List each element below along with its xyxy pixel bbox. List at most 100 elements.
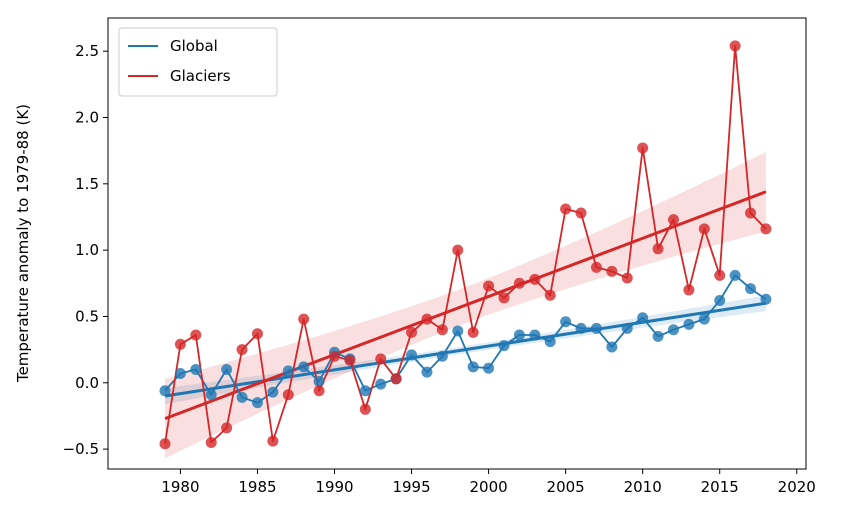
global-point xyxy=(683,318,695,330)
global-point xyxy=(560,316,572,328)
global-point xyxy=(406,349,418,361)
global-series-line xyxy=(164,274,767,404)
y-axis: −0.5 0.0 0.5 1.0 1.5 2.0 2.5 xyxy=(63,42,108,458)
glaciers-point xyxy=(406,326,418,338)
glaciers-point xyxy=(359,403,371,415)
glaciers-point xyxy=(483,280,495,292)
glaciers-point xyxy=(344,354,356,366)
glaciers-point xyxy=(298,313,310,325)
glaciers-point xyxy=(606,265,618,277)
global-point xyxy=(251,397,263,409)
glaciers-point xyxy=(652,243,664,255)
x-tick-label: 2005 xyxy=(547,478,585,496)
global-point xyxy=(575,322,587,334)
global-point xyxy=(590,322,602,334)
global-point xyxy=(159,385,171,397)
trend-lines xyxy=(164,190,767,420)
global-point xyxy=(621,322,633,334)
glaciers-point xyxy=(683,284,695,296)
global-point xyxy=(436,350,448,362)
glaciers-point xyxy=(436,324,448,336)
global-point xyxy=(313,375,325,387)
glaciers-point xyxy=(267,435,279,447)
y-tick-label: 1.5 xyxy=(75,175,99,193)
y-tick-label: 1.0 xyxy=(75,241,99,259)
glaciers-point xyxy=(544,289,556,301)
glaciers-point xyxy=(560,203,572,215)
glaciers-point xyxy=(390,373,402,385)
glaciers-point xyxy=(205,436,217,448)
glaciers-point xyxy=(714,269,726,281)
global-point xyxy=(421,366,433,378)
glaciers-point xyxy=(467,326,479,338)
x-tick-label: 1980 xyxy=(161,478,199,496)
glaciers-point xyxy=(621,272,633,284)
global-point xyxy=(190,364,202,376)
legend: Global Glaciers xyxy=(118,27,278,97)
y-tick-label: 0.5 xyxy=(75,307,99,325)
glaciers-trend-line xyxy=(164,190,767,420)
global-point xyxy=(498,340,510,352)
glaciers-series-line xyxy=(164,45,767,444)
y-tick-label: −0.5 xyxy=(63,440,99,458)
global-point xyxy=(375,378,387,390)
global-point xyxy=(467,361,479,373)
glaciers-point xyxy=(421,313,433,325)
global-point xyxy=(544,336,556,348)
global-point xyxy=(652,330,664,342)
global-point xyxy=(298,361,310,373)
glaciers-point xyxy=(513,277,525,289)
global-point xyxy=(606,341,618,353)
x-tick-label: 1995 xyxy=(392,478,430,496)
global-point xyxy=(174,367,186,379)
global-point xyxy=(667,324,679,336)
x-tick-label: 2015 xyxy=(701,478,739,496)
glaciers-point xyxy=(637,142,649,154)
legend-global-label: Global xyxy=(170,37,218,55)
global-point xyxy=(205,389,217,401)
global-point xyxy=(513,329,525,341)
y-tick-label: 0.0 xyxy=(75,374,99,392)
global-point xyxy=(221,364,233,376)
glaciers-point xyxy=(313,385,325,397)
glaciers-point xyxy=(729,40,741,52)
glaciers-point xyxy=(452,244,464,256)
x-tick-label: 2000 xyxy=(469,478,507,496)
global-point xyxy=(483,362,495,374)
global-point xyxy=(760,293,772,305)
global-point xyxy=(236,391,248,403)
x-tick-label: 1990 xyxy=(315,478,353,496)
y-tick-label: 2.5 xyxy=(75,42,99,60)
glaciers-point xyxy=(667,214,679,226)
plot-frame xyxy=(107,17,807,470)
x-tick-label: 1985 xyxy=(238,478,276,496)
global-point xyxy=(729,269,741,281)
glaciers-point xyxy=(529,273,541,285)
global-point xyxy=(452,325,464,337)
glaciers-point xyxy=(745,207,757,219)
x-tick-label: 2010 xyxy=(624,478,662,496)
glaciers-point xyxy=(498,292,510,304)
x-tick-label: 2020 xyxy=(778,478,816,496)
glaciers-point xyxy=(760,223,772,235)
glaciers-point xyxy=(174,338,186,350)
series-lines xyxy=(164,45,767,444)
glaciers-point xyxy=(236,344,248,356)
glaciers-point xyxy=(698,223,710,235)
glaciers-point xyxy=(251,328,263,340)
glaciers-point xyxy=(375,353,387,365)
legend-glaciers-label: Glaciers xyxy=(170,67,231,85)
series-points xyxy=(159,40,772,450)
legend-box xyxy=(118,27,278,97)
glaciers-point xyxy=(190,329,202,341)
global-point xyxy=(282,365,294,377)
glaciers-point xyxy=(590,261,602,273)
glaciers-point xyxy=(575,207,587,219)
global-point xyxy=(698,313,710,325)
global-point xyxy=(267,386,279,398)
global-point xyxy=(529,329,541,341)
y-axis-title: Temperature anomaly to 1979-88 (K) xyxy=(14,104,32,383)
y-tick-label: 2.0 xyxy=(75,108,99,126)
global-point xyxy=(714,295,726,307)
